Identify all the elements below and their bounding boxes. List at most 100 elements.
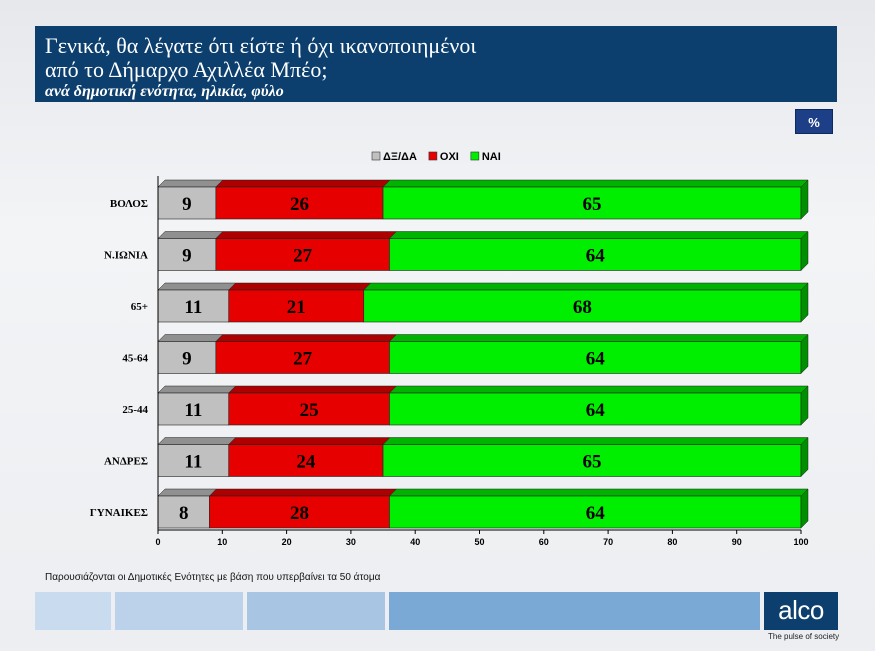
bar-top-3-1 (215, 334, 398, 342)
x-tick-label-7: 70 (603, 537, 613, 547)
bar-0-0 (157, 186, 217, 220)
bar-top-5-1 (228, 437, 391, 445)
legend-swatch-0 (371, 151, 381, 161)
bar-top-1-0 (157, 231, 224, 239)
x-tick-label-0: 0 (155, 537, 160, 547)
x-tick-label-6: 60 (539, 537, 549, 547)
bar-6-2 (389, 495, 802, 529)
data-label-0-0: 9 (182, 194, 192, 215)
legend-swatch-2 (470, 151, 480, 161)
bar-side-0 (800, 179, 809, 220)
bar-side-4 (800, 385, 809, 426)
bar-top-2-0 (157, 282, 237, 291)
legend-label-1: ΟΧΙ (440, 151, 459, 163)
bar-3-2 (389, 341, 802, 374)
bar-2-2 (363, 289, 802, 323)
category-label-2: 65+ (131, 301, 148, 313)
bar-1-2 (389, 238, 802, 271)
category-label-3: 45-64 (122, 353, 148, 365)
legend-label-0: ΔΞ/ΔΑ (383, 151, 417, 163)
title-banner: Γενικά, θα λέγατε ότι είστε ή όχι ικανοπ… (35, 26, 837, 102)
category-label-4: 25-44 (122, 404, 148, 416)
bar-6-0 (157, 495, 210, 529)
bar-side-1 (800, 230, 809, 272)
data-label-4-1: 25 (300, 400, 319, 421)
bar-top-6-1 (208, 488, 398, 497)
bar-0-2 (382, 186, 802, 220)
category-label-5: ΑΝΔΡΕΣ (104, 456, 148, 468)
bar-4-2 (389, 392, 802, 426)
data-label-5-2: 65 (583, 452, 602, 473)
bar-top-4-0 (157, 385, 237, 394)
data-label-6-2: 64 (586, 503, 606, 524)
data-label-1-2: 64 (586, 246, 606, 267)
category-label-0: ΒΟΛΟΣ (110, 198, 148, 210)
bar-side-5 (800, 436, 809, 478)
footnote: Παρουσιάζονται οι Δημοτικές Ενότητες με … (45, 572, 381, 583)
alco-logo: alco (764, 592, 838, 630)
unit-badge: % (795, 109, 833, 134)
bar-0-1 (215, 186, 384, 220)
logo-tagline: The pulse of society (768, 632, 840, 641)
title-line-1: Γενικά, θα λέγατε ότι είστε ή όχι ικανοπ… (45, 33, 477, 58)
data-label-6-1: 28 (290, 503, 309, 524)
bar-top-2-2 (363, 282, 809, 291)
bar-top-3-0 (157, 334, 224, 342)
bar-6-1 (209, 495, 390, 529)
data-label-3-0: 9 (182, 349, 192, 370)
data-label-0-1: 26 (290, 194, 309, 215)
bar-top-6-2 (388, 488, 809, 497)
bar-side-2 (800, 282, 809, 323)
bar-side-6 (800, 488, 809, 529)
bar-1-0 (157, 238, 217, 271)
legend-swatch-1 (428, 151, 438, 161)
bar-4-0 (157, 392, 230, 426)
bar-3-0 (157, 341, 217, 374)
data-label-1-0: 9 (182, 246, 192, 267)
footer-strip-4 (389, 592, 760, 630)
bar-top-5-0 (157, 437, 237, 445)
x-tick-label-4: 40 (410, 537, 420, 547)
footer-strip-2 (115, 592, 243, 630)
data-label-3-1: 27 (293, 349, 313, 370)
bar-top-4-2 (388, 385, 809, 394)
bar-top-1-1 (215, 231, 398, 239)
data-label-2-0: 11 (184, 297, 202, 318)
bar-top-0-2 (382, 179, 809, 188)
data-label-0-2: 65 (583, 194, 602, 215)
title-line-2: από το Δήμαρχο Αχιλλέα Μπέο; (45, 57, 328, 82)
category-label-6: ΓΥΝΑΙΚΕΣ (90, 507, 148, 519)
x-tick-label-1: 10 (217, 537, 227, 547)
bar-top-0-0 (157, 179, 224, 188)
data-label-4-0: 11 (184, 400, 202, 421)
bar-top-5-2 (382, 437, 809, 445)
footer-strip-3 (247, 592, 385, 630)
x-tick-label-8: 80 (667, 537, 677, 547)
bar-5-1 (228, 444, 384, 477)
subtitle: ανά δημοτική ενότητα, ηλικία, φύλο (45, 83, 284, 100)
bar-side-3 (800, 333, 809, 375)
bar-top-4-1 (228, 385, 398, 394)
x-tick-label-9: 90 (732, 537, 742, 547)
x-tick-label-5: 50 (474, 537, 484, 547)
bar-4-1 (228, 392, 390, 426)
data-label-2-1: 21 (287, 297, 306, 318)
bar-top-1-2 (388, 231, 809, 239)
footer-strip-1 (35, 592, 111, 630)
x-tick-label-3: 30 (346, 537, 356, 547)
legend-label-2: ΝΑΙ (482, 151, 501, 163)
bar-1-1 (215, 238, 390, 271)
data-label-3-2: 64 (586, 349, 606, 370)
data-label-1-1: 27 (293, 246, 313, 267)
data-label-4-2: 64 (586, 400, 606, 421)
bar-top-3-2 (388, 334, 809, 342)
data-label-2-2: 68 (573, 297, 592, 318)
x-tick-label-2: 20 (282, 537, 292, 547)
x-tick-label-10: 100 (793, 537, 808, 547)
bar-top-0-1 (215, 179, 391, 188)
category-label-1: Ν.ΙΩΝΙΑ (104, 250, 148, 262)
bar-5-2 (382, 444, 802, 477)
data-label-6-0: 8 (179, 503, 189, 524)
data-label-5-0: 11 (184, 452, 202, 473)
